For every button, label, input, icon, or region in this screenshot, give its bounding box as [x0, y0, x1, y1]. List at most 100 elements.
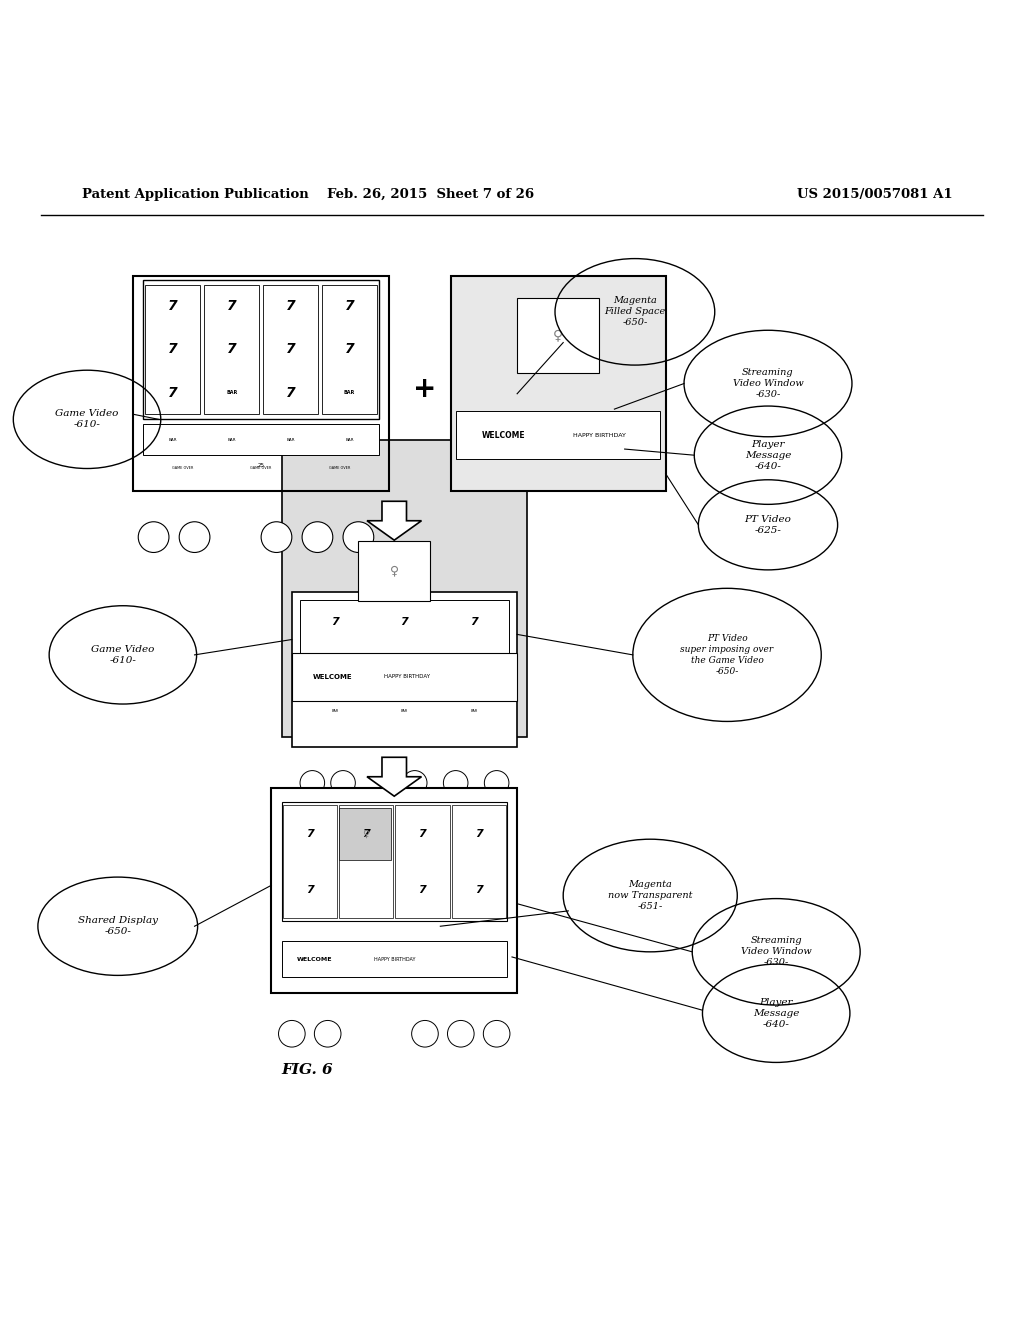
FancyBboxPatch shape [452, 805, 506, 917]
Circle shape [331, 771, 355, 795]
Text: GAME OVER: GAME OVER [251, 466, 271, 470]
Text: ♀: ♀ [553, 329, 563, 342]
Text: BAR: BAR [331, 709, 339, 713]
Text: 7: 7 [475, 829, 482, 838]
Text: ♀: ♀ [390, 564, 398, 577]
Text: Magenta
now Transparent
-651-: Magenta now Transparent -651- [608, 880, 692, 911]
Text: Streaming
Video Window
-630-: Streaming Video Window -630- [740, 936, 812, 968]
Text: Shared Display
-650-: Shared Display -650- [78, 916, 158, 936]
Text: Player
Message
-640-: Player Message -640- [744, 440, 792, 471]
Text: 7: 7 [345, 342, 354, 356]
FancyBboxPatch shape [339, 805, 393, 917]
FancyBboxPatch shape [205, 285, 259, 414]
Text: 7: 7 [227, 300, 237, 313]
Text: 7: 7 [168, 300, 177, 313]
Circle shape [302, 521, 333, 553]
Text: 7: 7 [419, 829, 426, 838]
Text: Game Video
-610-: Game Video -610- [55, 409, 119, 429]
Text: HAPPY BIRTHDAY: HAPPY BIRTHDAY [573, 433, 627, 438]
Circle shape [443, 771, 468, 795]
Text: Game Video
-610-: Game Video -610- [91, 645, 155, 665]
Text: 25: 25 [258, 463, 264, 467]
FancyBboxPatch shape [456, 412, 660, 459]
FancyBboxPatch shape [322, 285, 377, 414]
Text: FIG. 6: FIG. 6 [282, 1063, 333, 1077]
FancyBboxPatch shape [143, 425, 379, 455]
FancyBboxPatch shape [282, 941, 507, 977]
FancyBboxPatch shape [292, 593, 517, 747]
Circle shape [447, 1020, 474, 1047]
Text: BAR: BAR [226, 391, 238, 395]
FancyBboxPatch shape [283, 805, 337, 917]
Text: 7: 7 [286, 385, 295, 400]
Text: BAR: BAR [400, 709, 409, 713]
FancyBboxPatch shape [300, 601, 509, 685]
FancyBboxPatch shape [395, 805, 450, 917]
Text: BAR: BAR [227, 438, 236, 442]
Text: GAME OVER: GAME OVER [172, 466, 194, 470]
FancyBboxPatch shape [143, 280, 379, 420]
Text: 7: 7 [306, 884, 313, 895]
Text: 7: 7 [331, 616, 339, 627]
Text: 7: 7 [168, 385, 177, 400]
Text: WELCOME: WELCOME [297, 957, 333, 961]
Text: 7: 7 [470, 616, 478, 627]
Text: 7: 7 [419, 884, 426, 895]
Text: 7: 7 [286, 300, 295, 313]
Circle shape [138, 521, 169, 553]
FancyBboxPatch shape [292, 653, 517, 701]
Circle shape [179, 521, 210, 553]
Circle shape [483, 1020, 510, 1047]
Circle shape [261, 521, 292, 553]
Text: BAR: BAR [470, 709, 478, 713]
Text: US 2015/0057081 A1: US 2015/0057081 A1 [797, 187, 952, 201]
FancyBboxPatch shape [358, 541, 430, 601]
Text: 7: 7 [362, 829, 370, 838]
FancyBboxPatch shape [271, 788, 517, 993]
Circle shape [314, 1020, 341, 1047]
Text: PT Video
super imposing over
the Game Video
-650-: PT Video super imposing over the Game Vi… [681, 634, 773, 676]
Text: HAPPY BIRTHDAY: HAPPY BIRTHDAY [374, 957, 416, 961]
Text: Magenta
Filled Space
-650-: Magenta Filled Space -650- [604, 296, 666, 327]
FancyBboxPatch shape [145, 285, 201, 414]
Text: 7: 7 [400, 659, 409, 669]
Text: 7: 7 [475, 884, 482, 895]
Text: Player
Message
-640-: Player Message -640- [753, 998, 800, 1028]
Circle shape [343, 521, 374, 553]
Text: 7: 7 [286, 342, 295, 356]
Polygon shape [367, 502, 422, 540]
Text: WELCOME: WELCOME [481, 430, 525, 440]
FancyBboxPatch shape [282, 440, 527, 737]
Circle shape [279, 1020, 305, 1047]
Circle shape [402, 771, 427, 795]
Circle shape [300, 771, 325, 795]
FancyBboxPatch shape [517, 297, 599, 372]
Text: Patent Application Publication: Patent Application Publication [82, 187, 308, 201]
FancyBboxPatch shape [339, 808, 391, 859]
Text: 7: 7 [331, 659, 339, 669]
Text: 7: 7 [345, 300, 354, 313]
Text: BAR: BAR [345, 438, 353, 442]
Circle shape [484, 771, 509, 795]
Text: HAPPY BIRTHDAY: HAPPY BIRTHDAY [384, 675, 430, 680]
Text: ♀: ♀ [362, 829, 370, 840]
Text: 7: 7 [168, 342, 177, 356]
Text: 7: 7 [227, 342, 237, 356]
Text: BAR: BAR [169, 438, 177, 442]
Text: Streaming
Video Window
-630-: Streaming Video Window -630- [732, 368, 804, 399]
FancyBboxPatch shape [282, 803, 507, 921]
FancyBboxPatch shape [451, 276, 666, 491]
Text: WELCOME: WELCOME [312, 675, 352, 680]
Text: 7: 7 [306, 829, 313, 838]
FancyBboxPatch shape [263, 285, 317, 414]
Circle shape [412, 1020, 438, 1047]
Polygon shape [367, 758, 422, 796]
Text: +: + [414, 375, 436, 403]
Text: GAME OVER: GAME OVER [329, 466, 350, 470]
Text: BAR: BAR [287, 438, 295, 442]
Text: PT Video
-625-: PT Video -625- [744, 515, 792, 535]
Text: Feb. 26, 2015  Sheet 7 of 26: Feb. 26, 2015 Sheet 7 of 26 [327, 187, 534, 201]
Text: BAR: BAR [344, 391, 355, 395]
Text: 7: 7 [400, 616, 409, 627]
Text: 7: 7 [470, 659, 478, 669]
